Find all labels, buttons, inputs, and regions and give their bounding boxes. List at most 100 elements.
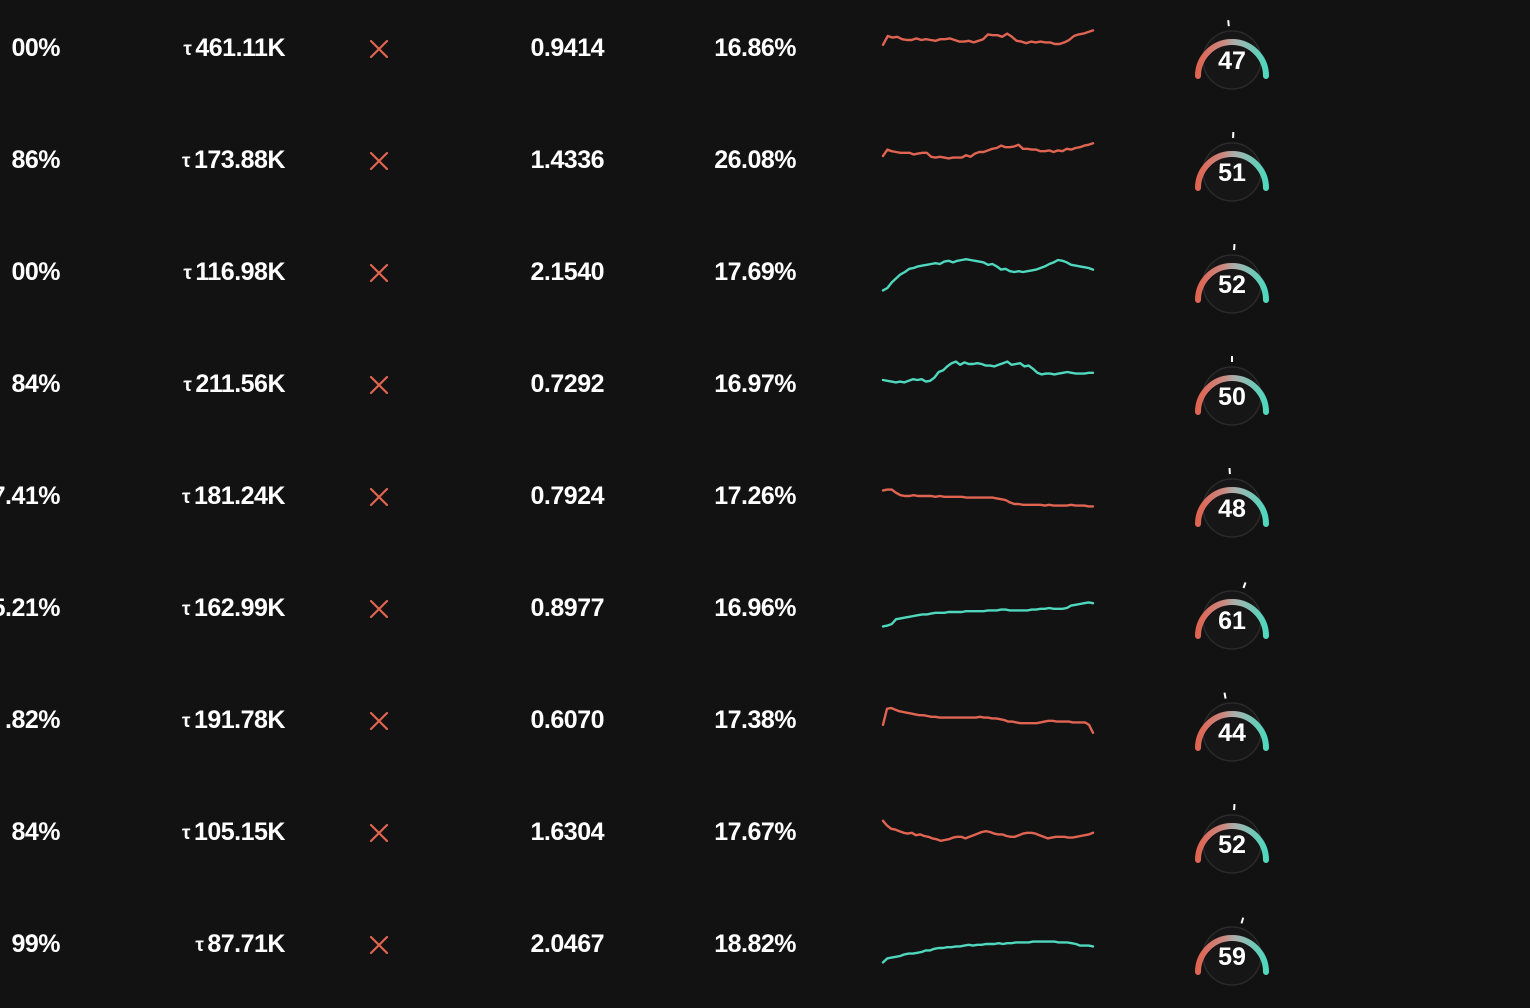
- sparkline-chart: [880, 692, 1096, 748]
- percent-cell: 00%: [11, 224, 60, 320]
- sparkline-line: [883, 143, 1093, 158]
- sparkline-chart: [880, 468, 1096, 524]
- score-value: 59: [1202, 926, 1262, 986]
- sparkline-line: [883, 708, 1093, 733]
- ratio-cell: 0.6070: [531, 672, 604, 768]
- apy-cell: 17.26%: [714, 448, 796, 544]
- sparkline-line: [883, 821, 1093, 841]
- score-value: 44: [1202, 702, 1262, 762]
- status-cell: [368, 896, 392, 992]
- apy-cell: 26.08%: [714, 112, 796, 208]
- percent-cell: 00%: [11, 0, 60, 96]
- tao-symbol: τ: [182, 711, 190, 732]
- score-value: 50: [1202, 366, 1262, 426]
- status-cell: [368, 224, 392, 320]
- apy-cell: 17.67%: [714, 784, 796, 880]
- apy-cell: 16.96%: [714, 560, 796, 656]
- apy-cell: 16.86%: [714, 0, 796, 96]
- ratio-cell: 0.7924: [531, 448, 604, 544]
- ratio-cell: 1.4336: [531, 112, 604, 208]
- stake-value: 181.24K: [194, 482, 285, 510]
- score-value: 48: [1202, 478, 1262, 538]
- sparkline-chart: [880, 356, 1096, 412]
- percent-cell: 7.41%: [0, 448, 60, 544]
- stake-value: 191.78K: [194, 706, 285, 734]
- percent-cell: 86%: [11, 112, 60, 208]
- score-value: 52: [1202, 814, 1262, 874]
- close-icon: [368, 934, 390, 956]
- tao-symbol: τ: [182, 599, 190, 620]
- tao-symbol: τ: [182, 487, 190, 508]
- sparkline-chart: [880, 244, 1096, 300]
- status-cell: [368, 0, 392, 96]
- apy-cell: 17.38%: [714, 672, 796, 768]
- score-value: 51: [1202, 142, 1262, 202]
- score-value: 61: [1202, 590, 1262, 650]
- close-icon: [368, 262, 390, 284]
- ratio-cell: 0.7292: [531, 336, 604, 432]
- close-icon: [368, 822, 390, 844]
- stake-value: 105.15K: [194, 818, 285, 846]
- close-icon: [368, 710, 390, 732]
- ratio-cell: 2.1540: [531, 224, 604, 320]
- stake-value: 173.88K: [194, 146, 285, 174]
- stake-value: 461.11K: [195, 34, 285, 62]
- percent-cell: 84%: [11, 784, 60, 880]
- ratio-cell: 1.6304: [531, 784, 604, 880]
- score-value: 47: [1202, 30, 1262, 90]
- stake-value: 116.98K: [195, 258, 285, 286]
- status-cell: [368, 560, 392, 656]
- status-cell: [368, 784, 392, 880]
- tao-symbol: τ: [183, 375, 191, 396]
- ratio-cell: 0.8977: [531, 560, 604, 656]
- close-icon: [368, 598, 390, 620]
- close-icon: [368, 374, 390, 396]
- tao-symbol: τ: [183, 39, 191, 60]
- status-cell: [368, 336, 392, 432]
- apy-cell: 16.97%: [714, 336, 796, 432]
- tao-symbol: τ: [182, 151, 190, 172]
- sparkline-line: [883, 490, 1093, 507]
- status-cell: [368, 672, 392, 768]
- sparkline-chart: [880, 20, 1096, 76]
- stake-value: 87.71K: [207, 930, 285, 958]
- tao-symbol: τ: [182, 823, 190, 844]
- sparkline-line: [883, 30, 1093, 44]
- ratio-cell: 0.9414: [531, 0, 604, 96]
- sparkline-line: [883, 602, 1093, 626]
- percent-cell: 5.21%: [0, 560, 60, 656]
- tao-symbol: τ: [183, 263, 191, 284]
- score-value: 52: [1202, 254, 1262, 314]
- sparkline-line: [883, 259, 1093, 290]
- stake-value: 162.99K: [194, 594, 285, 622]
- close-icon: [368, 38, 390, 60]
- ratio-cell: 2.0467: [531, 896, 604, 992]
- sparkline-line: [883, 942, 1093, 963]
- apy-cell: 17.69%: [714, 224, 796, 320]
- tao-symbol: τ: [195, 935, 203, 956]
- sparkline-line: [883, 362, 1093, 383]
- percent-cell: .82%: [5, 672, 60, 768]
- percent-cell: 99%: [11, 896, 60, 992]
- sparkline-chart: [880, 916, 1096, 972]
- sparkline-chart: [880, 132, 1096, 188]
